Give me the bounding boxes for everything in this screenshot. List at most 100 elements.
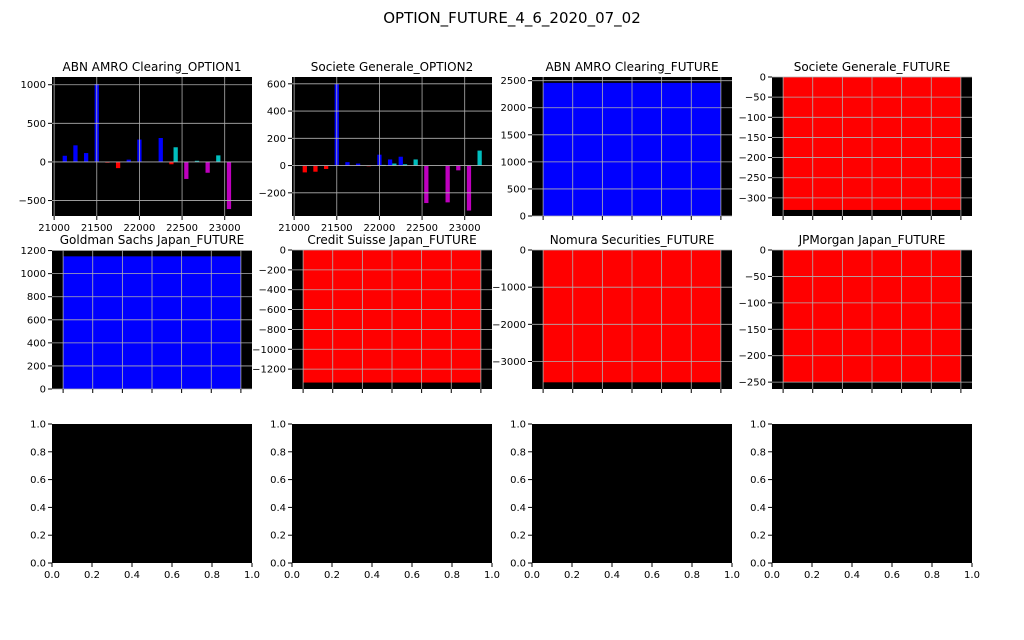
x-tick-label: 1.0 — [484, 570, 500, 581]
x-tick-label: 22500 — [406, 223, 438, 234]
bar-call-21250 — [73, 145, 78, 162]
y-tick-label: −3000 — [492, 357, 526, 368]
y-tick-label: −200 — [739, 153, 766, 164]
x-tick-label: 0.4 — [604, 570, 620, 581]
bar-put-22800 — [445, 165, 450, 203]
y-tick-label: 0 — [760, 73, 766, 84]
x-tick-label: 1.0 — [244, 570, 260, 581]
y-tick-label: 800 — [27, 292, 46, 303]
y-tick-label: 0.0 — [30, 559, 46, 570]
x-tick-label: 1.0 — [964, 570, 980, 581]
figure-title: OPTION_FUTURE_4_6_2020_07_02 — [383, 9, 641, 27]
y-tick-label: −50 — [745, 272, 766, 283]
y-tick-label: 0 — [40, 385, 46, 396]
y-tick-label: 2500 — [501, 76, 526, 87]
y-tick-label: 0.8 — [30, 447, 46, 458]
y-tick-label: 500 — [27, 119, 46, 130]
x-tick-label: 1.0 — [724, 570, 740, 581]
subplot-2: Societe Generale_OPTION2 21000 21500 22000 2… — [259, 60, 492, 234]
x-tick-label: 0.4 — [124, 570, 140, 581]
bar-call-21375 — [323, 165, 329, 169]
bar-put-22425 — [173, 147, 178, 162]
subplot-title: ABN AMRO Clearing_FUTURE — [545, 60, 718, 74]
bar-put-23175 — [477, 150, 482, 166]
y-tick-label: 0.6 — [30, 475, 46, 486]
plot-area — [772, 424, 972, 563]
bar-put-22550 — [184, 161, 189, 179]
subplot-6: Credit Suisse Japan_FUTURE −1200 −1000 −800… — [252, 233, 492, 393]
x-tick-label: 0.8 — [684, 570, 700, 581]
x-tick-label: 0.4 — [364, 570, 380, 581]
y-tick-label: −200 — [259, 188, 286, 199]
bar-call-21750 — [115, 161, 121, 169]
y-tick-label: 0.2 — [510, 531, 526, 542]
y-tick-label: 0 — [280, 246, 286, 257]
y-tick-label: 0.4 — [510, 503, 526, 514]
y-tick-label: 0 — [280, 161, 286, 172]
y-tick-label: −2000 — [492, 320, 526, 331]
bar-call-21875 — [126, 159, 131, 162]
y-tick-label: 500 — [507, 184, 526, 195]
bar-put-22675 — [194, 160, 200, 162]
y-tick-label: 0.2 — [750, 531, 766, 542]
bar-put-22800 — [205, 161, 210, 173]
y-tick-label: 1.0 — [750, 420, 766, 431]
y-tick-label: −600 — [259, 305, 286, 316]
subplot-4: Societe Generale_FUTURE −300 −250 −200 −150 −… — [739, 60, 972, 220]
y-tick-label: 0.0 — [750, 559, 766, 570]
bar-call-21250 — [313, 165, 318, 172]
y-tick-label: 0.8 — [270, 447, 286, 458]
y-tick-label: −100 — [739, 113, 766, 124]
x-tick-label: 0.0 — [44, 570, 60, 581]
x-tick-label: 23000 — [449, 223, 481, 234]
y-tick-label: 0.4 — [750, 503, 766, 514]
subplot-10: 0.0 0.2 0.4 0.6 0.8 1.0 0.0 0.2 0.4 0.6 0.8 1.0 — [270, 420, 500, 582]
x-tick-label: 0.0 — [764, 570, 780, 581]
y-tick-label: 600 — [27, 315, 46, 326]
y-tick-label: −500 — [19, 196, 46, 207]
y-tick-label: 0 — [760, 246, 766, 257]
subplot-title: JPMorgan Japan_FUTURE — [798, 233, 946, 247]
y-tick-label: 0.2 — [30, 531, 46, 542]
y-tick-label: 0.6 — [510, 475, 526, 486]
y-tick-label: 1500 — [501, 130, 526, 141]
x-tick-label: 22500 — [166, 223, 198, 234]
plot-area — [292, 424, 492, 563]
subplot-1: ABN AMRO Clearing_OPTION1 21000 21500 22000… — [19, 60, 252, 234]
y-tick-label: 0 — [40, 157, 46, 168]
x-tick-label: 0.8 — [204, 570, 220, 581]
plot-area — [532, 424, 732, 563]
y-tick-label: 400 — [27, 338, 46, 349]
bar-call-22250 — [158, 138, 163, 162]
bar-call-21375 — [83, 153, 89, 162]
y-tick-label: −250 — [739, 378, 766, 389]
y-tick-label: −200 — [739, 351, 766, 362]
bar-put-23050 — [466, 165, 472, 211]
y-tick-label: −1200 — [252, 365, 286, 376]
x-tick-label: 0.0 — [284, 570, 300, 581]
x-tick-label: 0.2 — [84, 570, 100, 581]
y-tick-label: 400 — [267, 107, 286, 118]
y-tick-label: 1.0 — [270, 420, 286, 431]
y-tick-label: 0 — [520, 212, 526, 223]
x-tick-label: 21000 — [278, 223, 310, 234]
y-tick-label: −800 — [259, 325, 286, 336]
bar-call-21625 — [345, 162, 350, 166]
subplot-title: Nomura Securities_FUTURE — [550, 233, 715, 247]
bar-call-21125 — [62, 155, 67, 162]
y-tick-label: 0.6 — [750, 475, 766, 486]
x-tick-label: 0.6 — [164, 570, 180, 581]
y-tick-label: −100 — [739, 298, 766, 309]
y-tick-label: 1000 — [21, 80, 46, 91]
y-tick-label: 200 — [27, 361, 46, 372]
subplot-title: Societe Generale_OPTION2 — [311, 60, 473, 74]
subplot-9: 0.0 0.2 0.4 0.6 0.8 1.0 0.0 0.2 0.4 0.6 0.8 1.0 — [30, 420, 260, 582]
y-tick-label: 600 — [267, 79, 286, 90]
x-tick-label: 0.4 — [844, 570, 860, 581]
subplot-7: Nomura Securities_FUTURE −3000 −2000 −1000 0 — [492, 233, 732, 393]
y-tick-label: −150 — [739, 133, 766, 144]
x-tick-label: 0.6 — [884, 570, 900, 581]
bar-call-22375 — [169, 161, 174, 165]
